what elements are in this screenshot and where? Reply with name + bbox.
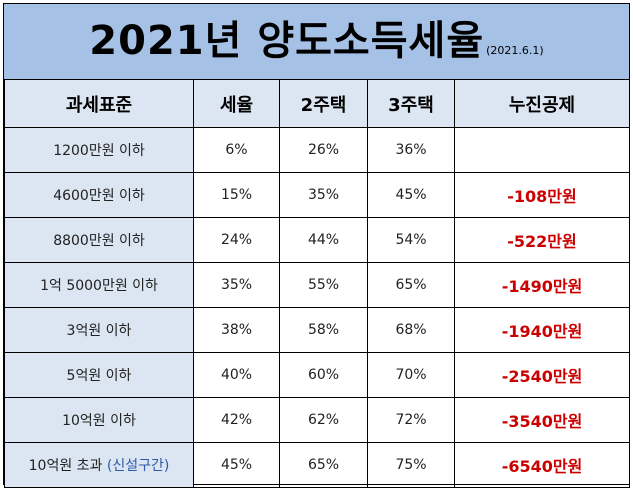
three-homes-cell: 36% — [367, 127, 455, 173]
title-text: 2021년 양도소득세율 — [89, 18, 485, 64]
bracket-text: 10억원 이하 — [62, 413, 136, 429]
three-homes-cell: 75% — [367, 442, 455, 488]
bracket-cell: 1억 5000만원 이하 — [4, 262, 194, 308]
bracket-text: 1억 5000만원 이하 — [40, 278, 158, 294]
table-row: 8800만원 이하 24% 44% 54% -522만원 — [4, 217, 630, 263]
deduction-cell: -3540만원 — [454, 397, 630, 443]
three-homes-cell: 45% — [367, 172, 455, 218]
bracket-cell: 5억원 이하 — [4, 352, 194, 398]
rate-cell: 24% — [193, 217, 280, 263]
three-homes-cell: 70% — [367, 352, 455, 398]
table-row: 10억원 초과 (신설구간) 45% 65% 75% -6540만원 — [4, 442, 630, 488]
title-date: (2021.6.1) — [486, 44, 544, 57]
rate-cell: 35% — [193, 262, 280, 308]
rate-cell: 15% — [193, 172, 280, 218]
table-row: 1억 5000만원 이하 35% 55% 65% -1490만원 — [4, 262, 630, 308]
bracket-cell: 4600만원 이하 — [4, 172, 194, 218]
two-homes-cell: 35% — [279, 172, 368, 218]
deduction-cell: -1490만원 — [454, 262, 630, 308]
two-homes-cell: 44% — [279, 217, 368, 263]
rate-cell: 45% — [193, 442, 280, 488]
two-homes-cell: 65% — [279, 442, 368, 488]
bracket-text: 10억원 초과 — [28, 458, 103, 474]
bracket-text: 4600만원 이하 — [53, 188, 145, 204]
bracket-text: 5억원 이하 — [66, 368, 132, 384]
two-homes-cell: 60% — [279, 352, 368, 398]
bracket-text: 1200만원 이하 — [53, 143, 145, 159]
tax-rate-table-frame: 2021년 양도소득세율 (2021.6.1) 과세표준 세율 2주택 3주택 누… — [3, 3, 630, 488]
deduction-cell: -522만원 — [454, 217, 630, 263]
bracket-cell: 10억원 이하 — [4, 397, 194, 443]
three-homes-cell: 72% — [367, 397, 455, 443]
table-row: 5억원 이하 40% 60% 70% -2540만원 — [4, 352, 630, 398]
tax-rate-table: 과세표준 세율 2주택 3주택 누진공제 1200만원 이하 6% 26% 36… — [4, 79, 630, 488]
rate-cell: 6% — [193, 127, 280, 173]
deduction-cell: -1940만원 — [454, 307, 630, 353]
rate-cell: 42% — [193, 397, 280, 443]
deduction-cell: -2540만원 — [454, 352, 630, 398]
rate-cell: 38% — [193, 307, 280, 353]
bracket-cell: 10억원 초과 (신설구간) — [4, 442, 194, 488]
three-homes-cell: 65% — [367, 262, 455, 308]
rate-cell: 40% — [193, 352, 280, 398]
header-rate: 세율 — [193, 79, 280, 128]
three-homes-cell: 54% — [367, 217, 455, 263]
bracket-text: 3억원 이하 — [66, 323, 132, 339]
two-homes-cell: 55% — [279, 262, 368, 308]
new-bracket-note: (신설구간) — [106, 458, 170, 474]
deduction-cell: -6540만원 — [454, 442, 630, 488]
table-row: 1200만원 이하 6% 26% 36% — [4, 127, 630, 173]
header-deduction: 누진공제 — [454, 79, 630, 128]
bracket-cell: 8800만원 이하 — [4, 217, 194, 263]
bracket-cell: 3억원 이하 — [4, 307, 194, 353]
header-row: 과세표준 세율 2주택 3주택 누진공제 — [4, 79, 630, 128]
two-homes-cell: 26% — [279, 127, 368, 173]
table-row: 3억원 이하 38% 58% 68% -1940만원 — [4, 307, 630, 353]
title-bar: 2021년 양도소득세율 (2021.6.1) — [4, 4, 629, 80]
header-two-homes: 2주택 — [279, 79, 368, 128]
bracket-cell: 1200만원 이하 — [4, 127, 194, 173]
three-homes-cell: 68% — [367, 307, 455, 353]
two-homes-cell: 58% — [279, 307, 368, 353]
table-row: 10억원 이하 42% 62% 72% -3540만원 — [4, 397, 630, 443]
header-three-homes: 3주택 — [367, 79, 455, 128]
header-bracket: 과세표준 — [4, 79, 194, 128]
deduction-cell: -108만원 — [454, 172, 630, 218]
page-title: 2021년 양도소득세율 (2021.6.1) — [4, 18, 629, 74]
deduction-cell — [454, 127, 630, 173]
two-homes-cell: 62% — [279, 397, 368, 443]
bracket-text: 8800만원 이하 — [53, 233, 145, 249]
table-row: 4600만원 이하 15% 35% 45% -108만원 — [4, 172, 630, 218]
